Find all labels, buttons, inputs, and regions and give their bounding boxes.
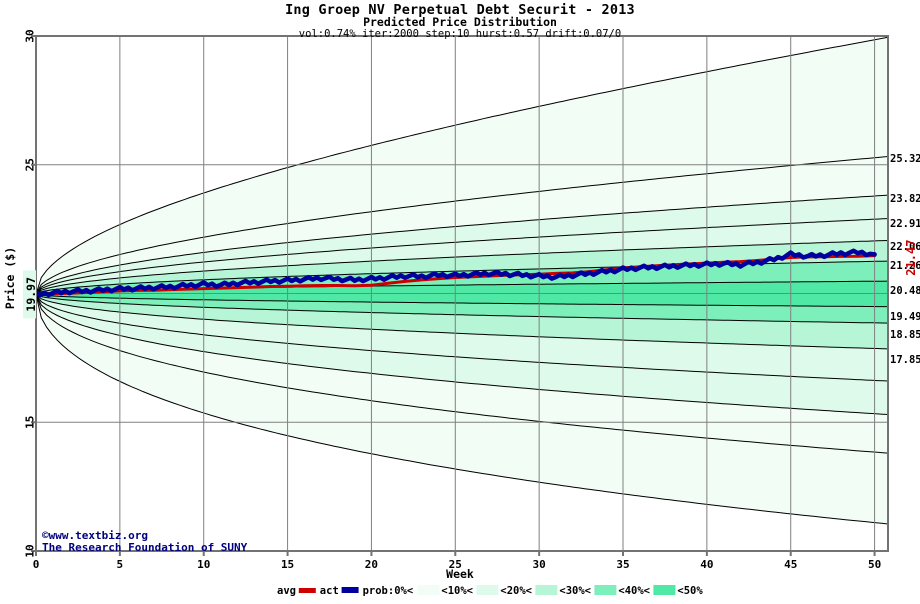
y-tick-label: 10	[24, 544, 37, 557]
y-tick-label: 25	[24, 158, 37, 171]
right-axis-label: 19.49	[890, 311, 920, 323]
start-price-label: 19.97	[24, 277, 38, 312]
y-axis-label: Price ($)	[3, 247, 17, 309]
svg-text:15: 15	[24, 416, 37, 429]
envelope-line	[35, 293, 888, 308]
right-axis-label: 22.91	[890, 218, 920, 230]
envelope-line	[35, 293, 889, 324]
x-tick-label: 35	[616, 558, 629, 571]
x-tick-label: 15	[281, 558, 294, 571]
envelope-line	[35, 294, 889, 525]
legend-avg-swatch	[298, 588, 316, 593]
legend-band-swatch	[653, 585, 676, 595]
x-tick-label: 50	[868, 558, 881, 571]
envelope-line	[35, 194, 889, 295]
svg-text:21.47: 21.47	[904, 240, 918, 276]
right-axis-label: 17.85	[890, 354, 920, 366]
envelope-line	[35, 294, 889, 415]
right-axis-label: 18.85	[890, 329, 920, 341]
legend-band-label: <20%<	[500, 585, 532, 597]
y-tick-label: 30	[24, 29, 37, 42]
x-tick-label: 40	[700, 558, 713, 571]
envelope-line	[35, 294, 889, 382]
start-price-highlight	[23, 270, 36, 319]
copyright-line: ©www.textbiz.org	[42, 529, 148, 542]
x-tick-label: 45	[784, 558, 797, 571]
legend-act-label: act	[320, 585, 339, 597]
legend-band-label: <10%<	[441, 585, 473, 597]
envelope-line	[35, 36, 889, 295]
svg-text:Price ($): Price ($)	[3, 247, 17, 309]
svg-text:19.97: 19.97	[24, 277, 38, 312]
right-axis-label: 21.26	[890, 260, 920, 272]
x-tick-label: 5	[117, 558, 124, 571]
chart-parameters: vol:0.74% iter:2000 step:10 hurst:0.57 d…	[299, 28, 621, 40]
right-axis-label: 25.32	[890, 153, 920, 165]
legend-band-label: <40%<	[618, 585, 650, 597]
right-axis-label: 22.06	[890, 241, 920, 253]
legend-act-swatch	[341, 587, 359, 593]
legend-band-swatch	[535, 585, 558, 595]
x-tick-label: 0	[33, 558, 40, 571]
svg-text:10: 10	[24, 544, 37, 557]
y-tick-label: 15	[24, 416, 37, 429]
envelope-line	[35, 240, 889, 295]
x-tick-label: 10	[197, 558, 210, 571]
end-price-label: 21.47	[904, 240, 918, 276]
svg-text:30: 30	[24, 29, 37, 42]
series-line-act	[33, 248, 877, 298]
envelope-line	[35, 293, 889, 350]
legend-band-label: <50%	[677, 585, 703, 597]
envelope-line	[35, 156, 889, 295]
x-axis-label: Week	[446, 567, 474, 581]
legend-band-swatch	[594, 585, 617, 595]
legend-band-label: <30%<	[559, 585, 591, 597]
envelope-line	[35, 294, 889, 454]
right-axis-label: 20.48	[890, 285, 920, 297]
x-tick-label: 20	[365, 558, 378, 571]
grid-lines	[36, 36, 888, 551]
right-axis-labels: 25.32 23.82 22.91 22.06 21.26 20.48 19.49 18.85…	[890, 153, 920, 366]
probability-bands	[35, 36, 889, 525]
foundation-line: The Research Foundation of SUNY	[42, 541, 248, 554]
legend-band-swatch	[417, 585, 440, 595]
legend-band-swatch	[476, 585, 499, 595]
x-tick-label: 30	[533, 558, 546, 571]
legend-avg-label: avg	[277, 585, 296, 597]
chart-title: Ing Groep NV Perpetual Debt Securit - 20…	[285, 2, 635, 18]
svg-text:25: 25	[24, 158, 37, 171]
legend-prob-label: prob:0%<	[363, 585, 414, 597]
envelope-line	[35, 218, 889, 295]
right-axis-label: 23.82	[890, 193, 920, 205]
chart-subtitle: Predicted Price Distribution	[363, 15, 557, 29]
x-tick-label: 25	[449, 558, 462, 571]
